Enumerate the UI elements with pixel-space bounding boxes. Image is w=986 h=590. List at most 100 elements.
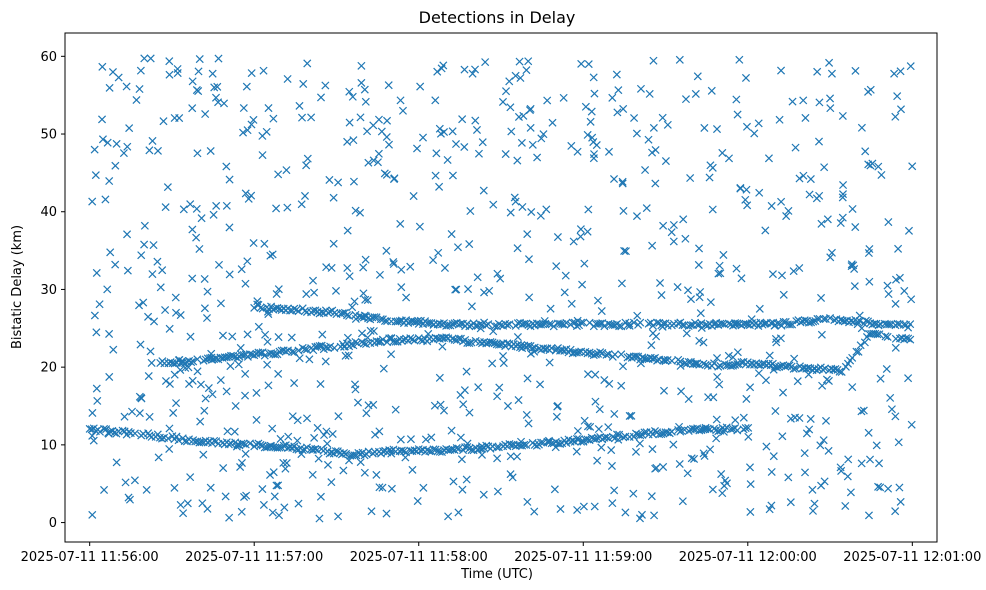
data-point	[145, 146, 154, 155]
data-point	[378, 483, 387, 492]
data-point	[583, 435, 592, 444]
data-point	[714, 269, 723, 278]
data-point	[904, 226, 913, 235]
data-point	[314, 454, 323, 463]
data-point	[406, 262, 415, 271]
data-point	[762, 442, 771, 451]
data-point	[722, 423, 731, 432]
data-point	[826, 94, 835, 103]
data-point	[213, 82, 222, 91]
data-point	[561, 271, 570, 280]
data-point	[288, 412, 297, 421]
data-point	[221, 492, 230, 501]
data-point	[321, 357, 330, 366]
data-point	[865, 455, 875, 464]
data-point	[777, 271, 787, 280]
data-point	[907, 420, 916, 429]
data-point	[145, 412, 154, 421]
data-point	[210, 83, 219, 92]
data-point	[793, 377, 802, 386]
data-point	[857, 324, 866, 333]
y-axis-label: Bistatic Delay (km)	[10, 225, 25, 349]
data-point	[746, 480, 755, 489]
data-point	[590, 89, 599, 98]
data-point	[536, 380, 545, 389]
data-point	[872, 441, 881, 450]
data-point	[266, 251, 275, 260]
data-point	[165, 70, 174, 79]
data-point	[553, 233, 562, 242]
data-point	[270, 492, 279, 501]
y-tick-label: 40	[40, 205, 57, 220]
data-point	[247, 191, 256, 200]
data-point	[758, 320, 767, 329]
data-point	[891, 343, 900, 352]
data-point	[208, 69, 217, 78]
data-point	[299, 79, 308, 88]
data-point	[706, 445, 715, 454]
data-point	[330, 343, 339, 352]
data-point	[802, 429, 811, 438]
data-point	[163, 183, 172, 192]
data-point	[342, 449, 351, 458]
data-point	[193, 149, 202, 158]
data-point	[799, 171, 808, 180]
data-point	[300, 191, 310, 200]
data-point	[545, 320, 554, 329]
data-point	[817, 219, 826, 228]
data-point	[525, 293, 534, 302]
data-point	[350, 380, 360, 389]
data-point	[589, 73, 598, 82]
data-point	[651, 179, 660, 188]
data-point	[249, 239, 258, 248]
x-tick-label: 2025-07-11 11:58:00	[350, 550, 488, 565]
data-point	[413, 497, 422, 506]
data-point	[650, 426, 660, 436]
data-point	[397, 265, 406, 274]
data-point	[343, 263, 352, 272]
data-point	[135, 409, 144, 418]
data-point	[543, 437, 552, 446]
data-point	[631, 352, 641, 361]
data-point	[171, 293, 180, 302]
data-point	[607, 461, 616, 470]
data-point	[676, 427, 685, 436]
data-point	[186, 332, 195, 341]
data-point	[467, 446, 476, 455]
data-point	[397, 336, 406, 345]
data-point	[421, 435, 430, 444]
data-point	[105, 372, 114, 381]
data-point	[718, 148, 727, 157]
data-point	[328, 429, 337, 439]
data-point	[249, 115, 258, 124]
data-point	[197, 214, 206, 223]
data-point	[345, 311, 354, 320]
data-point	[806, 175, 815, 184]
data-point	[800, 316, 809, 325]
data-point	[331, 286, 341, 295]
data-point	[170, 359, 179, 368]
data-point	[276, 434, 285, 443]
data-point	[353, 398, 363, 407]
data-point	[877, 170, 886, 179]
data-point	[806, 414, 815, 423]
data-point	[850, 282, 859, 291]
data-point	[435, 124, 444, 133]
data-point	[195, 55, 204, 64]
data-point	[456, 390, 465, 399]
data-point	[648, 321, 657, 330]
data-point	[488, 359, 497, 368]
data-point	[195, 244, 204, 254]
data-point	[237, 507, 246, 516]
data-point	[644, 135, 653, 144]
data-point	[186, 473, 195, 482]
data-point	[302, 161, 311, 170]
data-point	[281, 347, 290, 356]
data-point	[737, 274, 746, 283]
data-point	[377, 127, 386, 136]
data-point	[573, 426, 582, 435]
data-point	[308, 470, 317, 479]
data-point	[876, 374, 885, 383]
data-point	[202, 313, 212, 323]
data-point	[591, 350, 600, 359]
